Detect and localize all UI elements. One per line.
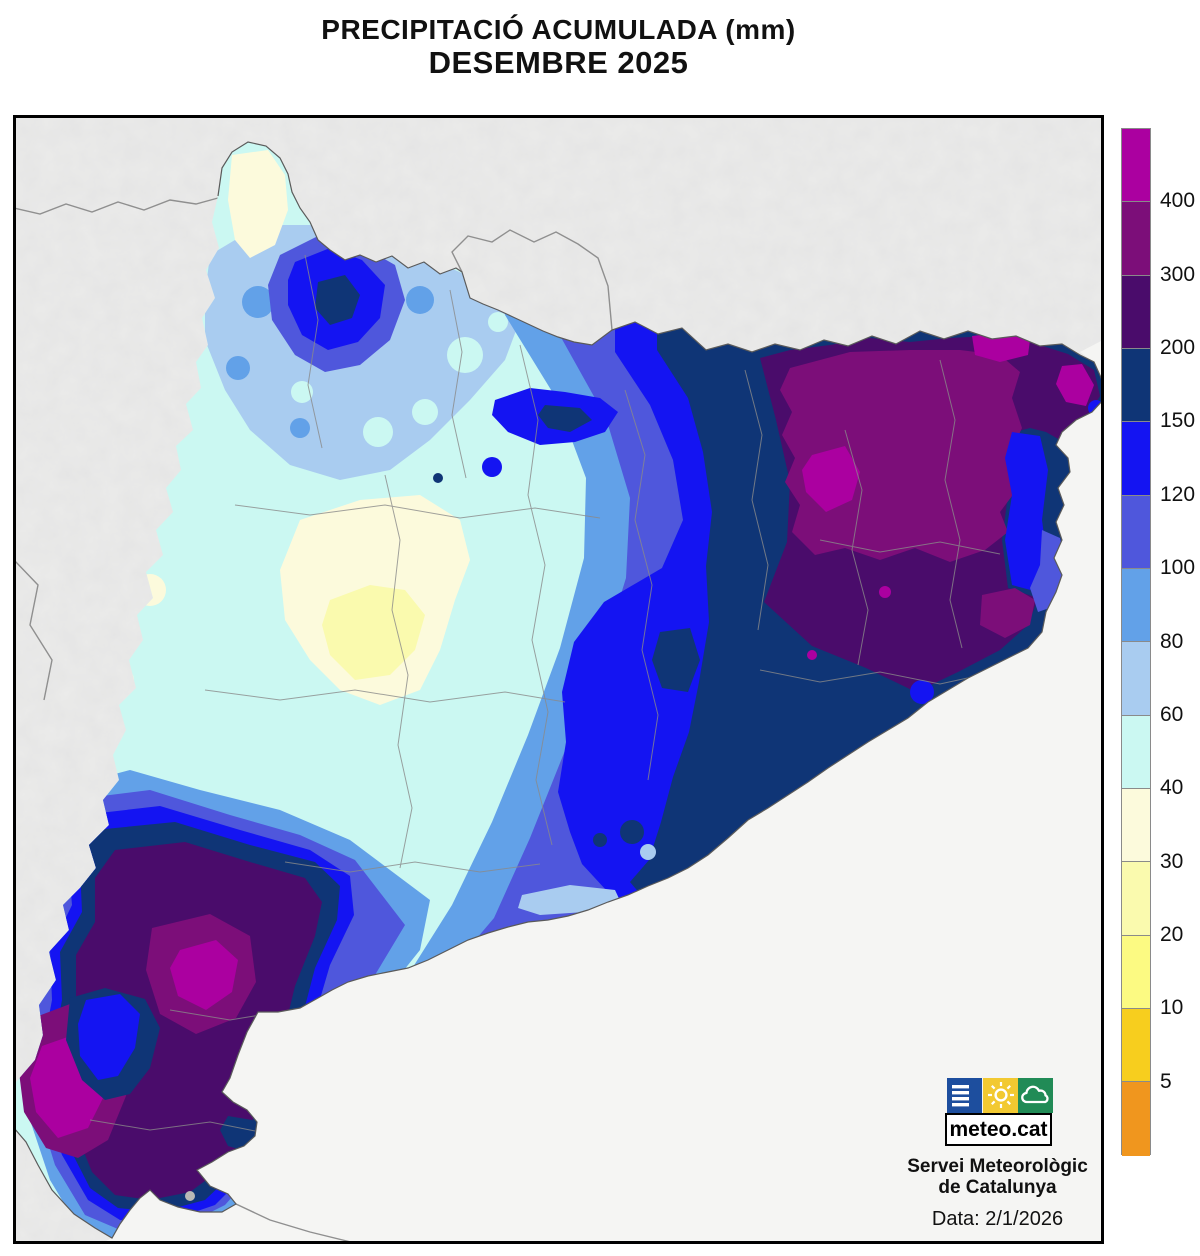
- legend-segment: [1122, 935, 1150, 1010]
- title-line-2: DESEMBRE 2025: [428, 45, 689, 80]
- legend-tick-label: 150: [1160, 409, 1196, 433]
- legend-segment: [1122, 1009, 1150, 1083]
- legend-segment: [1122, 1082, 1150, 1156]
- legend-tick-label: 80: [1160, 629, 1184, 653]
- legend-segment: [1122, 129, 1150, 203]
- legend-segment: [1122, 642, 1150, 716]
- map-frame: [13, 115, 1104, 1244]
- legend-tick-label: 40: [1160, 776, 1184, 800]
- issue-date: Data: 2/1/2026: [931, 1208, 1064, 1230]
- legend-segment: [1122, 862, 1150, 936]
- title-line-1: PRECIPITACIÓ ACUMULADA (mm): [321, 14, 796, 45]
- menu-bars-icon: [947, 1078, 983, 1113]
- cloud-icon: [1018, 1078, 1054, 1113]
- page-title: PRECIPITACIÓ ACUMULADA (mm) DESEMBRE 202…: [13, 14, 1104, 80]
- legend-segment: [1122, 789, 1150, 863]
- org-name-line2: de Catalunya: [938, 1177, 1057, 1198]
- legend-tick-label: 200: [1160, 336, 1196, 360]
- state-borders: [14, 197, 613, 1243]
- legend-segment: [1122, 715, 1150, 790]
- legend-segment: [1122, 569, 1150, 643]
- meteocat-wordmark: meteo.cat: [945, 1113, 1052, 1146]
- legend-colorbar: [1121, 128, 1151, 1156]
- legend-tick-label: 30: [1160, 849, 1184, 873]
- org-name-line1: Servei Meteorològic: [907, 1156, 1088, 1177]
- legend-segment: [1122, 275, 1150, 350]
- legend-segment: [1122, 349, 1150, 423]
- legend-segment: [1122, 422, 1150, 496]
- legend-tick-label: 100: [1160, 556, 1196, 580]
- sea: [102, 340, 1103, 1243]
- legend-tick-label: 400: [1160, 189, 1196, 213]
- legend-tick-label: 20: [1160, 922, 1184, 946]
- legend-tick-label: 5: [1160, 1069, 1172, 1093]
- legend-segment: [1122, 495, 1150, 570]
- comarca-borders: [89, 254, 1001, 1133]
- sun-icon: [982, 1078, 1019, 1113]
- catalonia-outline: [14, 141, 1103, 1239]
- legend-tick-label: 10: [1160, 996, 1184, 1020]
- legend-tick-label: 60: [1160, 702, 1184, 726]
- legend-tick-label: 120: [1160, 482, 1196, 506]
- org-name: Servei Meteorològic de Catalunya: [905, 1156, 1090, 1198]
- meteocat-logo: meteo.cat: [945, 1078, 1056, 1146]
- legend-tick-label: 300: [1160, 262, 1196, 286]
- legend-segment: [1122, 202, 1150, 276]
- logo-squares: [947, 1078, 1054, 1113]
